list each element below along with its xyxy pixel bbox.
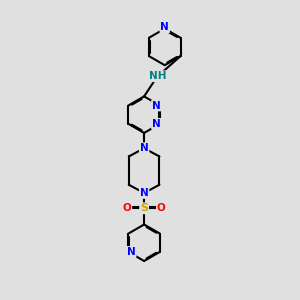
Text: O: O	[123, 203, 131, 213]
Text: NH: NH	[149, 71, 167, 81]
Text: S: S	[140, 203, 148, 213]
Text: O: O	[157, 203, 166, 213]
Text: N: N	[160, 22, 169, 32]
Text: N: N	[152, 100, 161, 110]
Text: N: N	[127, 247, 136, 257]
Text: N: N	[152, 119, 161, 129]
Text: N: N	[140, 143, 148, 153]
Text: N: N	[140, 188, 148, 198]
